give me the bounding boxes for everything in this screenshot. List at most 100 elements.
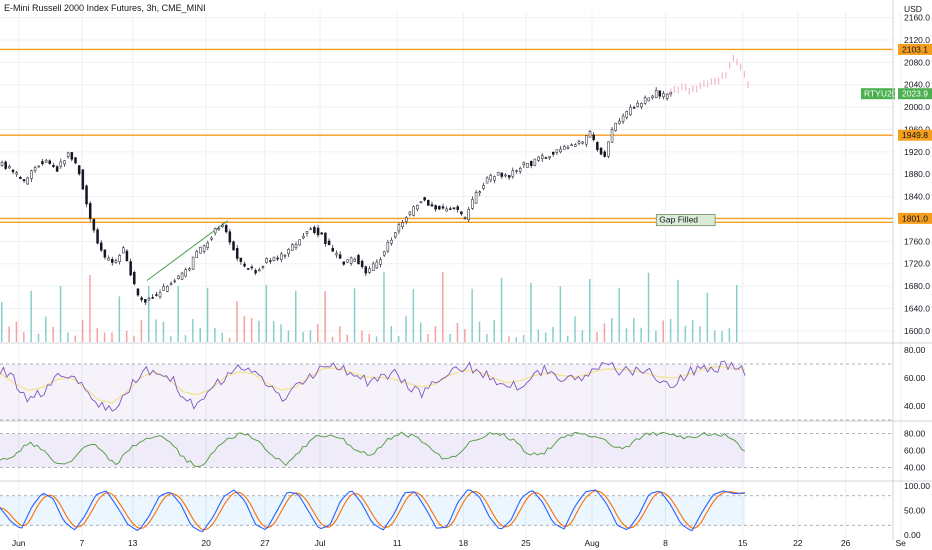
candle-body [651, 95, 654, 99]
candle-body [250, 266, 254, 269]
candle-body [555, 149, 559, 153]
candle-body [269, 260, 272, 262]
candle-body [658, 90, 662, 97]
candle-body [566, 146, 570, 149]
candle-body [202, 245, 206, 252]
candle-body [224, 225, 228, 233]
volume-bar [412, 288, 415, 342]
candle-body [48, 160, 52, 164]
volume-bar [250, 317, 253, 342]
volume-bar [552, 326, 554, 342]
y-tick-label: 2000.0 [904, 102, 930, 112]
candle-body [647, 97, 651, 102]
candle-body [496, 171, 500, 176]
candle-body [103, 249, 107, 258]
volume-bar [125, 330, 128, 342]
symbol-badge-label: RTYU2022 [864, 89, 906, 99]
volume-bar [721, 331, 723, 342]
candle-body [533, 158, 537, 166]
candle-body [654, 90, 658, 98]
candle-body [26, 177, 29, 185]
candle-body [0, 161, 4, 166]
candle-body [302, 235, 305, 239]
last-price-badge [898, 88, 932, 100]
y-tick-label: 2040.0 [904, 80, 930, 90]
candle-body [401, 222, 404, 227]
volume-bar [324, 291, 326, 342]
volume-bar [103, 332, 106, 342]
candle-body [643, 97, 647, 104]
candle-body [405, 217, 408, 222]
candle-body [665, 93, 669, 99]
volume-bar [508, 335, 510, 342]
candle-body [467, 208, 470, 220]
candle-body [419, 201, 423, 203]
volume-bar [589, 278, 591, 342]
stoch-tick-label: 100.00 [904, 481, 930, 491]
candle-body [11, 169, 15, 173]
chart-title: E-Mini Russell 2000 Index Futures, 3h, C… [4, 3, 206, 13]
volume-bar [728, 328, 731, 342]
candle-body [30, 170, 33, 179]
candle-body [158, 292, 162, 298]
volume-bar [272, 321, 275, 342]
volume-bar [662, 320, 664, 342]
candle-body [629, 106, 632, 116]
candle-body [327, 240, 331, 246]
volume-bar [353, 288, 356, 342]
volume-bar [574, 316, 576, 342]
level-badge [898, 129, 932, 141]
stoch-k-line [0, 489, 746, 533]
y-tick-label: 1880.0 [904, 169, 930, 179]
volume-bar [397, 336, 400, 342]
volume-bar [214, 328, 216, 342]
candle-body [320, 232, 323, 235]
x-tick-label: 13 [128, 538, 138, 548]
x-tick-label: 18 [459, 538, 469, 548]
volume-bar [618, 288, 620, 342]
volume-bar [228, 337, 231, 342]
candle-body [449, 208, 452, 210]
candle-body [427, 199, 430, 206]
candle-body [607, 141, 610, 157]
candle-body [353, 258, 357, 262]
volume-bar [206, 287, 209, 342]
candle-body [386, 242, 390, 252]
candle-body [596, 142, 599, 151]
x-tick-label: 25 [521, 538, 531, 548]
candle-body [235, 248, 239, 259]
volume-bar [155, 319, 157, 342]
candle-body [585, 135, 588, 145]
candle-body [33, 167, 37, 171]
candle-body [559, 148, 562, 153]
candle-body [603, 151, 606, 157]
volume-bar [8, 326, 10, 342]
candle-body [518, 168, 522, 172]
volume-bar [471, 288, 473, 342]
volume-bar [515, 337, 517, 342]
candle-body [552, 151, 555, 155]
candle-body [114, 260, 118, 263]
y-tick-label: 2120.0 [904, 35, 930, 45]
y-tick-label: 1680.0 [904, 281, 930, 291]
candle-body [8, 165, 11, 169]
volume-bar [184, 335, 187, 342]
candle-body [412, 206, 415, 216]
level-badge [898, 212, 932, 224]
rsi-tick-label: 60.00 [904, 373, 926, 383]
candle-body [59, 161, 63, 167]
candle-body [478, 191, 481, 194]
volume-bar [390, 325, 393, 342]
candle-body [122, 247, 125, 254]
candle-body [588, 131, 592, 138]
volume-bar [684, 325, 687, 342]
rsi-tick-label: 80.00 [904, 345, 926, 355]
volume-bar [133, 335, 135, 342]
volume-bar [361, 330, 363, 342]
volume-bar [522, 335, 525, 342]
candle-body [77, 165, 81, 175]
candle-body [349, 257, 353, 264]
candle-body [500, 172, 504, 177]
candle-body [621, 115, 625, 122]
